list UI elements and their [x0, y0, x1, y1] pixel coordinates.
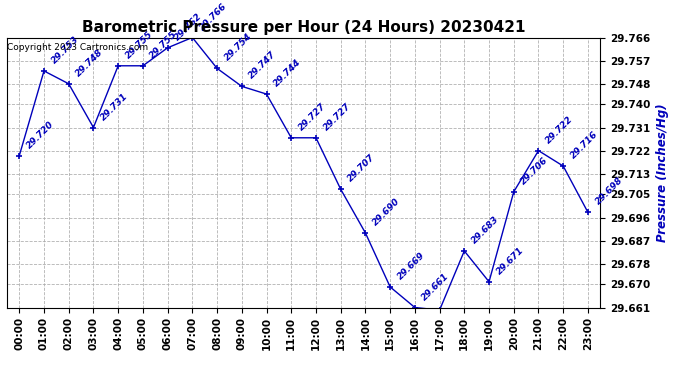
Text: 29.747: 29.747 [247, 50, 278, 81]
Text: 29.722: 29.722 [544, 114, 575, 145]
Text: 29.660: 29.660 [0, 374, 1, 375]
Text: 29.720: 29.720 [25, 119, 56, 150]
Text: 29.706: 29.706 [520, 155, 550, 186]
Text: 29.690: 29.690 [371, 196, 402, 227]
Text: 29.755: 29.755 [148, 29, 179, 60]
Title: Barometric Pressure per Hour (24 Hours) 20230421: Barometric Pressure per Hour (24 Hours) … [82, 20, 525, 35]
Text: 29.744: 29.744 [272, 58, 303, 88]
Text: 29.748: 29.748 [75, 47, 105, 78]
Text: 29.754: 29.754 [223, 32, 253, 63]
Text: 29.755: 29.755 [124, 29, 155, 60]
Text: 29.707: 29.707 [346, 153, 377, 184]
Text: 29.753: 29.753 [50, 34, 81, 65]
Text: 29.762: 29.762 [173, 11, 204, 42]
Text: 29.716: 29.716 [569, 130, 600, 160]
Text: 29.727: 29.727 [322, 101, 353, 132]
Text: 29.698: 29.698 [593, 176, 624, 207]
Y-axis label: Pressure (Inches/Hg): Pressure (Inches/Hg) [656, 103, 669, 242]
Text: 29.727: 29.727 [297, 101, 328, 132]
Text: 29.661: 29.661 [420, 271, 451, 302]
Text: 29.683: 29.683 [470, 214, 501, 245]
Text: 29.766: 29.766 [198, 1, 229, 32]
Text: 29.669: 29.669 [395, 251, 426, 281]
Text: 29.671: 29.671 [495, 245, 526, 276]
Text: 29.731: 29.731 [99, 91, 130, 122]
Text: Copyright 2023 Cartronics.com: Copyright 2023 Cartronics.com [8, 43, 148, 52]
